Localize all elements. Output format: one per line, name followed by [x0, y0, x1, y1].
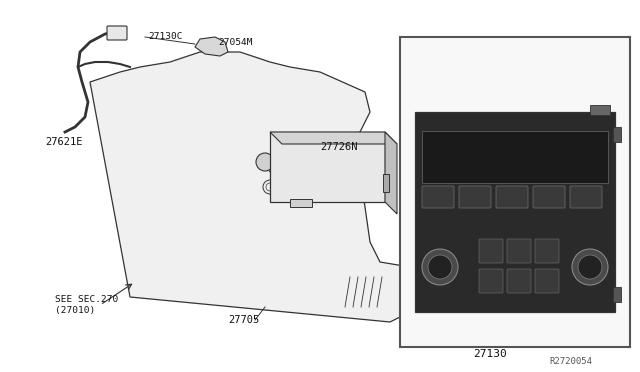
Circle shape: [428, 255, 452, 279]
FancyBboxPatch shape: [422, 186, 454, 208]
Polygon shape: [270, 132, 397, 144]
FancyBboxPatch shape: [613, 127, 621, 142]
Polygon shape: [90, 52, 430, 322]
FancyBboxPatch shape: [459, 186, 491, 208]
FancyBboxPatch shape: [107, 26, 127, 40]
FancyBboxPatch shape: [383, 174, 389, 192]
FancyBboxPatch shape: [507, 269, 531, 293]
FancyBboxPatch shape: [270, 132, 385, 202]
FancyBboxPatch shape: [479, 269, 503, 293]
FancyBboxPatch shape: [533, 186, 565, 208]
FancyBboxPatch shape: [535, 269, 559, 293]
FancyBboxPatch shape: [590, 105, 610, 115]
Text: R2720054: R2720054: [549, 357, 592, 366]
Text: 27705: 27705: [228, 315, 259, 325]
Circle shape: [276, 153, 294, 171]
Text: SEE SEC.270: SEE SEC.270: [55, 295, 118, 305]
Polygon shape: [195, 37, 228, 56]
Text: 27054M: 27054M: [218, 38, 253, 46]
FancyBboxPatch shape: [535, 239, 559, 263]
Text: 27726N: 27726N: [320, 142, 358, 152]
Text: 27130C: 27130C: [148, 32, 182, 41]
FancyBboxPatch shape: [507, 239, 531, 263]
Polygon shape: [385, 132, 397, 214]
Circle shape: [422, 249, 458, 285]
FancyBboxPatch shape: [496, 186, 528, 208]
Text: 27621E: 27621E: [45, 137, 83, 147]
FancyBboxPatch shape: [415, 112, 615, 312]
FancyBboxPatch shape: [479, 239, 503, 263]
FancyBboxPatch shape: [613, 287, 621, 302]
Text: 27130: 27130: [473, 349, 507, 359]
FancyBboxPatch shape: [422, 131, 608, 183]
FancyBboxPatch shape: [570, 186, 602, 208]
FancyBboxPatch shape: [400, 37, 630, 347]
FancyBboxPatch shape: [290, 199, 312, 207]
Circle shape: [572, 249, 608, 285]
Text: (27010): (27010): [55, 305, 95, 314]
Circle shape: [578, 255, 602, 279]
Circle shape: [256, 153, 274, 171]
